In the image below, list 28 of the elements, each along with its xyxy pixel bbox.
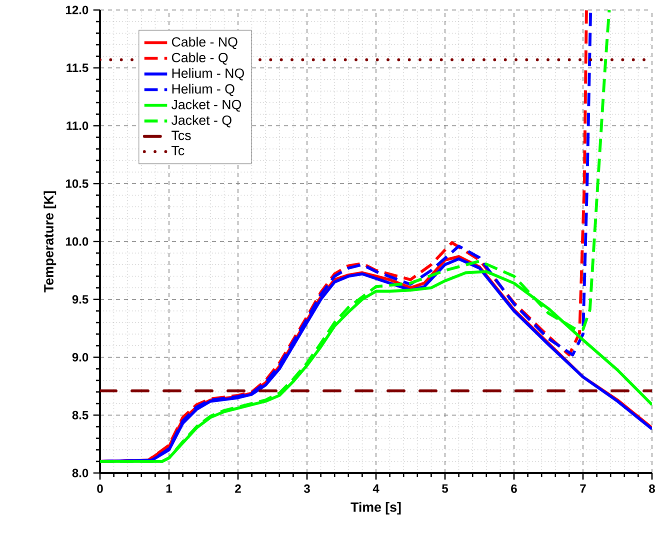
x-tick-label: 7 <box>580 484 586 493</box>
x-axis-title: Time [s] <box>350 502 401 514</box>
legend-label: Helium - Q <box>172 84 234 96</box>
x-tick-label: 4 <box>372 484 380 493</box>
y-axis-title: Temperature [K] <box>44 191 56 292</box>
x-tick-label: 5 <box>442 484 448 493</box>
y-tick-label: 12.0 <box>66 6 88 14</box>
x-tick-label: 3 <box>304 484 310 493</box>
legend-label: Helium - NQ <box>172 68 244 80</box>
x-tick-label: 1 <box>166 484 172 493</box>
x-tick-label: 2 <box>235 484 241 493</box>
y-tick-label: 9.0 <box>72 352 88 362</box>
legend-label: Tcs <box>172 130 191 140</box>
y-tick-label: 11.5 <box>66 64 88 72</box>
x-tick-label: 6 <box>511 484 517 493</box>
y-tick-label: 10.0 <box>66 237 88 246</box>
y-tick-label: 8.0 <box>72 468 88 478</box>
x-tick-label: 8 <box>649 484 655 493</box>
y-tick-label: 9.5 <box>72 295 88 304</box>
legend-label: Cable - NQ <box>172 36 238 50</box>
legend-label: Jacket - Q <box>171 115 232 128</box>
x-tick-label: 0 <box>97 484 103 493</box>
y-tick-label: 11.0 <box>66 121 88 130</box>
y-tick-label: 10.5 <box>66 179 88 188</box>
y-tick-label: 8.5 <box>72 410 88 420</box>
legend-label: Cable - Q <box>172 52 228 65</box>
legend-label: Tc <box>172 146 184 156</box>
legend-label: Jacket - NQ <box>171 99 242 112</box>
